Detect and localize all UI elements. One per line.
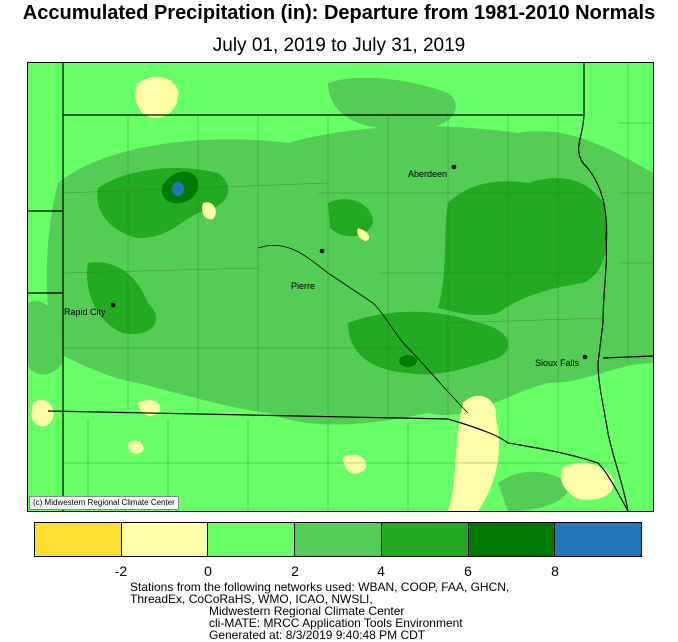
footer-line-generated: Generated at: 8/3/2019 9:40:48 PM CDT [209,628,426,642]
city-sioux-falls: Sioux Falls [535,354,588,368]
band-minus-2-to-0 [31,76,614,511]
color-legend [34,522,642,557]
city-label-sioux-falls: Sioux Falls [535,358,580,368]
map-title: Accumulated Precipitation (in): Departur… [22,2,656,24]
city-label-aberdeen: Aberdeen [408,169,447,179]
legend-tick-2: 2 [291,563,299,579]
legend-swatch-below-minus-2 [35,523,122,556]
legend-swatch-6-to-8 [468,523,556,556]
legend-tick-6: 6 [464,563,472,579]
legend-swatch-minus-2-to-0 [121,523,209,556]
map-canvas: Aberdeen Pierre Rapid City Sioux Falls [28,63,653,511]
city-label-pierre: Pierre [291,281,315,291]
legend-swatch-0-to-2 [208,523,296,556]
city-label-rapid-city: Rapid City [64,307,106,317]
legend-tick-0: 0 [204,563,212,579]
copyright-credit: (c) Midwestern Regional Climate Center [29,496,179,510]
missouri-river [257,244,469,414]
city-rapid-city: Rapid City [64,302,116,317]
footer-line-climate: cli-MATE: MRCC Application Tools Environ… [209,616,463,630]
county-lines [62,63,653,511]
legend-tick-minus-2: -2 [114,563,128,579]
state-boundaries [28,63,653,511]
footer-notes: Stations from the following networks use… [130,581,670,641]
legend-swatch-above-8 [555,523,642,556]
footer-line-networks-cont: ThreadEx, CoCoRaHS, WMO, ICAO, NWSLI, [130,592,373,606]
footer-line-mrcc: Midwestern Regional Climate Center [209,604,405,618]
city-pierre: Pierre [291,248,325,291]
precipitation-map: Aberdeen Pierre Rapid City Sioux Falls (… [27,62,654,512]
band-above-8 [172,182,184,196]
city-aberdeen: Aberdeen [408,164,457,179]
legend-tick-4: 4 [377,563,385,579]
legend-swatch-4-to-6 [381,523,469,556]
map-subtitle: July 01, 2019 to July 31, 2019 [212,35,466,56]
legend-swatch-2-to-4 [295,523,382,556]
footer-line-networks: Stations from the following networks use… [130,580,510,594]
legend-tick-8: 8 [551,563,559,579]
band-4-to-6 [87,168,608,375]
